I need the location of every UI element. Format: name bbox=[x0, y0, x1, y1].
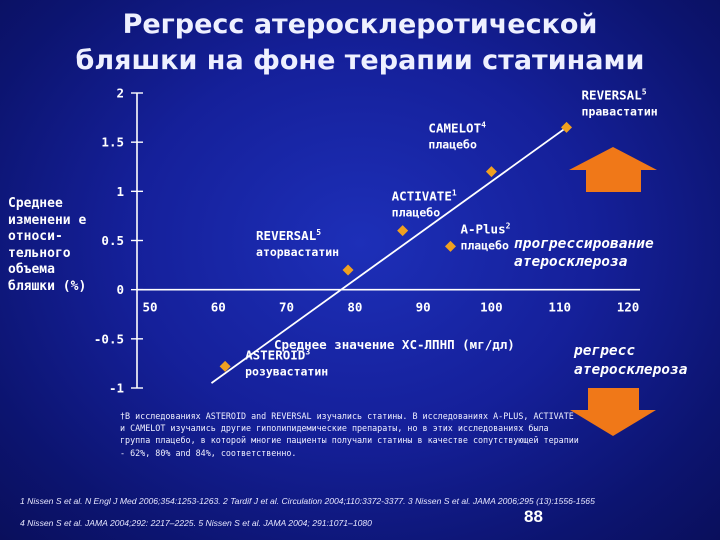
x-tick-label: 110 bbox=[548, 300, 571, 315]
data-point-reversal bbox=[342, 264, 354, 276]
regression-label-line1: регресс bbox=[574, 343, 636, 359]
data-point-aplus bbox=[444, 240, 456, 252]
x-tick-label: 70 bbox=[279, 300, 294, 315]
point-study-label: REVERSAL5 bbox=[582, 87, 647, 102]
x-tick-label: 100 bbox=[480, 300, 503, 315]
point-treatment-label: плацебо bbox=[428, 138, 477, 152]
y-tick-label: 1 bbox=[116, 184, 124, 199]
point-study-label: ACTIVATE1 bbox=[392, 189, 457, 204]
slide-title-line1: Регресс атеросклеротической bbox=[122, 9, 598, 40]
x-tick-label: 90 bbox=[416, 300, 431, 315]
y-tick-label: 0.5 bbox=[101, 233, 124, 248]
references-line2: 4 Nissen S et al. JAMA 2004;292: 2217–22… bbox=[20, 518, 372, 528]
x-tick-label: 120 bbox=[617, 300, 640, 315]
x-axis-label: Среднее значение ХС-ЛПНП (мг/дл) bbox=[274, 337, 515, 352]
references-line1: 1 Nissen S et al. N Engl J Med 2006;354:… bbox=[20, 496, 595, 506]
y-tick-label: -0.5 bbox=[94, 331, 124, 346]
regression-down-arrow bbox=[570, 388, 656, 436]
data-point-reversal bbox=[561, 121, 573, 133]
point-treatment-label: плацебо bbox=[460, 238, 509, 252]
progression-up-arrow bbox=[569, 147, 657, 192]
x-tick-label: 80 bbox=[347, 300, 362, 315]
regression-label: регресс атеросклероза bbox=[574, 342, 688, 380]
y-tick-label: 1.5 bbox=[101, 135, 124, 150]
data-point-asteroid bbox=[219, 360, 231, 372]
point-treatment-label: аторвастатин bbox=[256, 245, 339, 259]
y-axis-label: Среднее изменени е относи- тельного объе… bbox=[8, 196, 87, 294]
x-tick-label: 60 bbox=[211, 300, 226, 315]
progression-label-line1: прогрессирование bbox=[514, 236, 654, 252]
progression-label: прогрессирование атеросклероза bbox=[514, 235, 654, 271]
point-treatment-label: плацебо bbox=[392, 206, 441, 220]
point-study-label: CAMELOT4 bbox=[428, 121, 486, 136]
point-treatment-label: розувастатин bbox=[245, 364, 328, 378]
x-tick-label: 50 bbox=[142, 300, 157, 315]
y-tick-label: 0 bbox=[116, 282, 124, 297]
progression-label-line2: атеросклероза bbox=[514, 254, 628, 270]
regression-label-line2: атеросклероза bbox=[574, 362, 688, 378]
slide-title-line2: бляшки на фоне терапии статинами bbox=[75, 45, 645, 76]
point-study-label: ASTEROID3 bbox=[245, 347, 310, 362]
y-tick-label: 2 bbox=[116, 86, 124, 101]
point-study-label: A-Plus2 bbox=[460, 221, 510, 236]
data-point-activate bbox=[397, 225, 409, 237]
y-tick-label: -1 bbox=[109, 381, 124, 396]
page-number: 88 bbox=[524, 507, 543, 526]
data-point-camelot bbox=[485, 166, 497, 178]
trend-line bbox=[210, 126, 568, 384]
point-treatment-label: правастатин bbox=[582, 104, 658, 118]
point-study-label: REVERSAL5 bbox=[256, 228, 321, 243]
footnote: †В исследованиях ASTEROID and REVERSAL и… bbox=[120, 411, 579, 458]
